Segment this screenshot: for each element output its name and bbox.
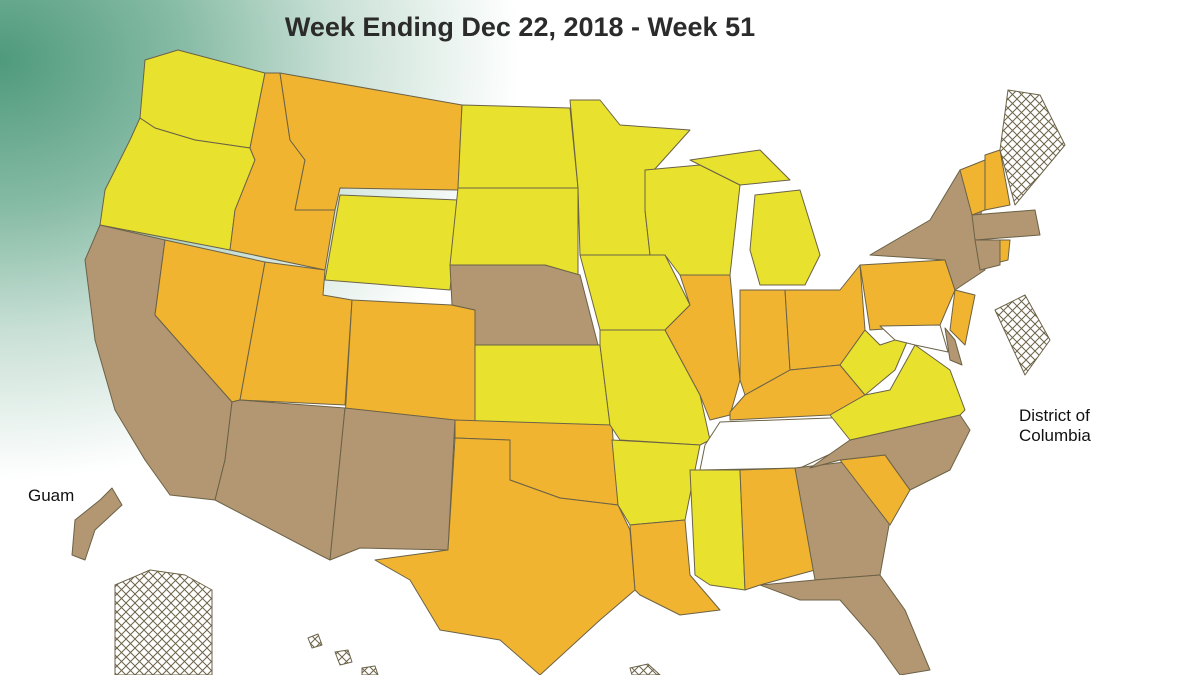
region-nj (949, 289, 976, 346)
region-va (829, 344, 966, 441)
region-la (629, 519, 721, 616)
region-hi (334, 649, 353, 666)
region-il (664, 274, 741, 421)
region-fl (759, 574, 931, 675)
region-pr (629, 663, 661, 675)
region-ct (974, 239, 1001, 271)
map-title: Week Ending Dec 22, 2018 - Week 51 (284, 12, 756, 42)
region-pa (859, 259, 956, 331)
region-ri (999, 239, 1011, 263)
region-nm (329, 407, 456, 561)
region-al (739, 467, 816, 591)
region-ak (114, 569, 213, 675)
region-me (999, 89, 1066, 206)
region-gu (71, 487, 123, 561)
region-hi (361, 665, 379, 675)
region-mt (279, 72, 463, 211)
region-tx (374, 437, 636, 675)
region-hi (307, 633, 323, 649)
region-ma (971, 209, 1041, 241)
region-az (214, 399, 346, 561)
region-wy (324, 194, 459, 291)
region-mi (749, 189, 821, 286)
region-md (879, 324, 949, 353)
region-nc (809, 414, 971, 491)
region-mi (689, 149, 791, 186)
region-dc (994, 294, 1051, 376)
guam-label: Guam (28, 486, 75, 505)
region-ms (689, 469, 746, 591)
region-sd (449, 187, 579, 276)
region-de (944, 327, 963, 366)
region-ar (611, 439, 701, 526)
region-nd (457, 104, 579, 189)
region-nh (984, 149, 1011, 211)
region-ks (474, 344, 611, 426)
dc-label: District of Columbia (1019, 406, 1091, 445)
region-co (344, 299, 476, 426)
